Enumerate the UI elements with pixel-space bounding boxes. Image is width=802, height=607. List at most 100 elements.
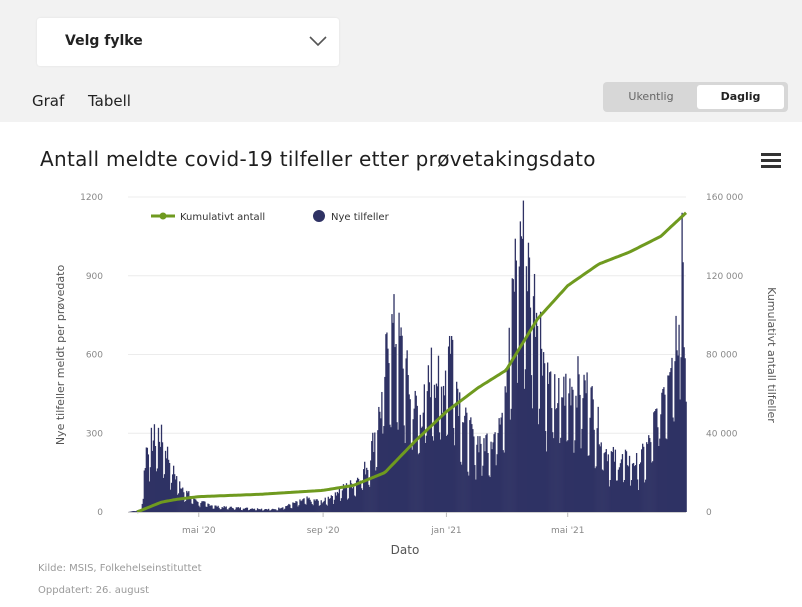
- bar: [394, 347, 396, 512]
- bar: [628, 455, 631, 512]
- bar: [341, 490, 344, 512]
- bar: [320, 500, 322, 512]
- bar: [384, 376, 386, 512]
- bar: [491, 449, 493, 512]
- bar: [469, 420, 471, 512]
- bar: [564, 405, 566, 512]
- bar: [177, 494, 179, 512]
- x-tick-label: jan '21: [430, 526, 462, 536]
- bar: [334, 492, 337, 512]
- bar: [445, 435, 448, 512]
- bar: [356, 477, 359, 512]
- bar: [493, 434, 495, 512]
- bar: [568, 393, 570, 512]
- bar: [387, 348, 389, 512]
- bar: [403, 425, 405, 512]
- bar: [376, 466, 378, 512]
- bar: [164, 450, 167, 512]
- bar: [223, 506, 225, 512]
- bar: [288, 503, 290, 512]
- bar: [374, 432, 376, 512]
- bar: [302, 499, 304, 512]
- bar: [551, 408, 553, 512]
- toggle-weekly-button[interactable]: Ukentlig: [628, 90, 674, 103]
- bar: [557, 403, 559, 512]
- county-select[interactable]: Velg fylke: [37, 18, 339, 66]
- county-select-label: Velg fylke: [65, 33, 143, 49]
- bar: [427, 365, 430, 512]
- bar: [328, 498, 330, 512]
- bar: [623, 479, 626, 512]
- bar: [254, 510, 257, 512]
- bar: [200, 502, 202, 512]
- bar: [420, 427, 422, 512]
- bar: [212, 508, 214, 512]
- bar: [561, 397, 563, 512]
- bar: [290, 507, 292, 512]
- bar: [538, 408, 541, 512]
- bar: [155, 471, 158, 512]
- bar: [579, 394, 581, 512]
- right-tick-label: 40 000: [706, 429, 738, 439]
- bar: [486, 433, 488, 512]
- bar: [615, 480, 618, 512]
- bar: [672, 417, 674, 512]
- left-axis-title: Nye tilfeller meldt per prøvedato: [54, 265, 67, 446]
- bar: [321, 503, 323, 512]
- bar: [621, 454, 624, 512]
- bar: [518, 266, 521, 512]
- bar: [299, 499, 301, 512]
- bar: [276, 510, 278, 512]
- bar: [190, 496, 192, 512]
- bar: [399, 335, 401, 512]
- bar: [533, 273, 536, 512]
- legend[interactable]: Kumulativt antall Nye tilfeller: [151, 210, 390, 223]
- bar: [582, 398, 584, 512]
- chart-title: Antall meldte covid-19 tilfeller etter p…: [40, 147, 596, 171]
- bar: [633, 466, 636, 512]
- bar: [611, 452, 614, 512]
- toggle-daily-button[interactable]: Daglig: [697, 85, 784, 109]
- bar: [325, 504, 327, 512]
- bar: [442, 385, 445, 512]
- bar: [454, 445, 456, 512]
- bar: [431, 436, 434, 512]
- bar: [437, 355, 440, 512]
- bar: [323, 500, 325, 512]
- legend-line-dot: [159, 212, 167, 220]
- bar: [373, 452, 375, 512]
- bar: [643, 446, 645, 512]
- bar: [314, 500, 316, 512]
- bar: [168, 463, 171, 512]
- bar: [406, 350, 408, 512]
- left-tick-label: 300: [86, 429, 103, 439]
- bar: [362, 490, 364, 512]
- bar: [481, 475, 483, 512]
- bar: [255, 510, 258, 512]
- bar: [529, 307, 532, 512]
- bar: [630, 480, 633, 512]
- bar: [365, 474, 367, 512]
- bar: [452, 427, 455, 512]
- bar: [331, 496, 334, 512]
- tab-tabell[interactable]: Tabell: [88, 92, 131, 110]
- hamburger-menu-icon[interactable]: [761, 152, 781, 168]
- bar: [583, 374, 585, 512]
- legend-bar-dot: [313, 210, 325, 222]
- tab-graf[interactable]: Graf: [32, 92, 65, 110]
- bar: [574, 440, 576, 512]
- bar: [513, 291, 515, 512]
- bar: [171, 474, 174, 512]
- bar: [252, 509, 255, 512]
- bar: [535, 312, 538, 512]
- bar: [161, 442, 164, 512]
- bar: [418, 452, 420, 512]
- bar: [343, 486, 346, 512]
- bar: [471, 424, 473, 512]
- bar: [562, 397, 564, 512]
- bar: [590, 387, 592, 512]
- bar: [271, 509, 273, 512]
- x-tick-label: mai '20: [182, 526, 216, 536]
- bar: [234, 509, 236, 512]
- bar: [184, 501, 186, 512]
